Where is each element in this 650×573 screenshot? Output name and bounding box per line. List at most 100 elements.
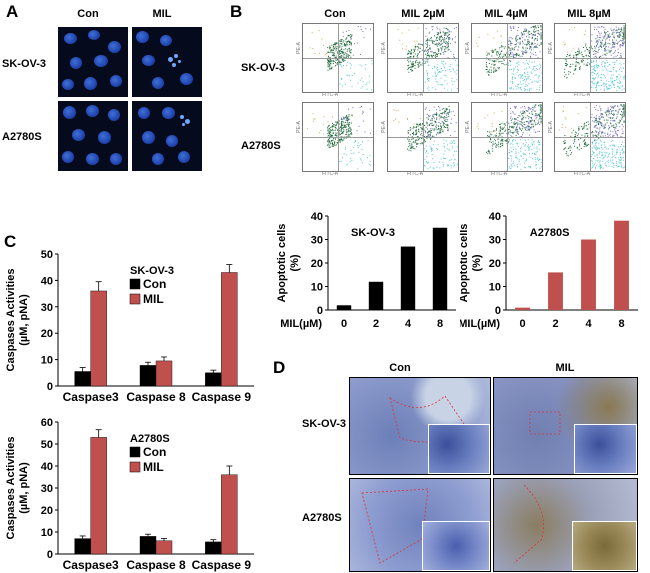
panel-a-row-a2780s: A2780S [2, 131, 42, 143]
flow-y-axis-label: PE-A [380, 42, 387, 54]
ihc-skov3-mil [493, 377, 638, 475]
apoptosis-y-label: Apoptotic cells(%) [460, 224, 483, 303]
caspase-y-tick-label: 30 [41, 302, 53, 314]
flow-y-axis-label: PE-A [295, 121, 302, 133]
panel-b-header-0: Con [324, 8, 346, 20]
panel-c-letter: C [4, 232, 17, 251]
panel-b-header-3: MIL 8µM [567, 8, 611, 20]
caspase-bar [221, 272, 238, 387]
caspase-y-tick-label: 0 [47, 549, 53, 561]
apoptosis-x-tick-label: 2 [552, 318, 558, 330]
apoptosis-bar [515, 307, 530, 310]
apoptosis-chart-title: SK-OV-3 [351, 227, 395, 239]
caspase-y-tick-label: 60 [41, 417, 53, 429]
flow-y-axis-label: PE-A [547, 121, 554, 133]
flow-x-axis-label: FITC-A [574, 171, 591, 177]
flow-x-axis-label: FITC-A [407, 92, 424, 98]
panel-d-letter: D [273, 358, 286, 377]
apoptosis-y-label-line2: (%) [289, 254, 301, 271]
panel-d-row-skov3: SK-OV-3 [302, 418, 347, 430]
micrograph-a2780s-mil [132, 101, 202, 171]
caspase-chart-title: A2780S [130, 433, 170, 445]
apoptosis-y-tick-label: 40 [311, 211, 323, 223]
apoptosis-y-tick-label: 0 [317, 305, 323, 317]
flow-y-axis-label: PE-A [464, 42, 471, 54]
panel-a-header-con: Con [77, 8, 99, 20]
caspase-bar [74, 538, 91, 555]
caspase-y-label-line1: Caspases Activities [5, 437, 17, 540]
apoptosis-bar [336, 305, 352, 310]
micrograph-skov3-mil [132, 27, 202, 97]
apoptosis-bar [432, 227, 448, 310]
caspase-legend-label: Con [143, 445, 166, 459]
apoptosis-y-label-line1: Apoptotic cells [460, 224, 470, 303]
flow-y-axis-label: PE-A [380, 121, 387, 133]
caspase-chart-title: SK-OV-3 [130, 265, 174, 277]
caspase-bar [221, 474, 238, 555]
panel-b-header-1: MIL 2µM [401, 8, 445, 20]
caspase-legend-swatch [129, 461, 141, 473]
apoptosis-bar [400, 246, 416, 310]
apoptosis-x-tick-label: 4 [585, 318, 592, 330]
apoptosis-y-tick-label: 10 [489, 282, 501, 294]
flow-plot-r0-c3 [554, 23, 626, 93]
panel-a-letter: A [6, 2, 19, 21]
caspase-legend-swatch [129, 278, 141, 290]
flow-plot-r1-c1 [387, 102, 459, 172]
flow-plot-r1-c0 [302, 102, 374, 172]
caspase-bar [90, 437, 107, 555]
micrograph-skov3-con [58, 27, 128, 97]
apoptosis-bar [368, 281, 384, 310]
panel-b-row-a2780s: A2780S [241, 140, 281, 152]
flow-plot-r1-c3 [554, 102, 626, 172]
apoptosis-bar [548, 272, 563, 310]
panel-d-row-a2780s: A2780S [302, 512, 342, 524]
caspase-x-tick-label: Caspase 9 [192, 390, 252, 404]
apoptosis-bar [614, 220, 629, 310]
caspase-y-label: Caspases Activities(µM, pNA) [5, 269, 30, 372]
caspase-x-tick-label: Caspase 8 [126, 390, 186, 404]
flow-y-axis-label: PE-A [547, 42, 554, 54]
apoptosis-y-label-line1: Apoptotic cells [276, 224, 288, 303]
apoptosis-x-label: MIL(µM) [280, 318, 322, 330]
flow-plot-r0-c1 [387, 23, 459, 93]
flow-x-axis-label: FITC-A [407, 171, 424, 177]
caspase-y-tick-label: 50 [41, 439, 53, 451]
apoptosis-y-tick-label: 20 [489, 258, 501, 270]
caspase-chart-skov3: Caspases Activities(µM, pNA) 0 10 20 30 40 50 S… [5, 249, 254, 404]
apoptosis-y-label: Apoptotic cells(%) [276, 224, 301, 303]
apoptosis-y-tick-label: 10 [311, 282, 323, 294]
caspase-y-tick-label: 40 [41, 461, 53, 473]
apoptosis-x-tick-label: 8 [618, 318, 624, 330]
micrograph-a2780s-con [58, 101, 128, 171]
caspase-x-tick-label: Caspase3 [63, 558, 119, 572]
caspase-legend-swatch [129, 446, 141, 458]
caspase-y-tick-label: 10 [41, 355, 53, 367]
apoptosis-x-tick-label: 8 [437, 318, 443, 330]
apoptosis-x-tick-label: 2 [373, 318, 379, 330]
panel-b-letter: B [230, 2, 243, 21]
caspase-bar [90, 290, 107, 387]
caspase-chart-a2780s: Caspases Activities(µM, pNA) 0 10 20 30 40 50 6… [5, 417, 254, 572]
flow-plot-r1-c2 [471, 102, 543, 172]
apoptosis-chart-title: A2780S [530, 227, 570, 239]
caspase-y-tick-label: 50 [41, 249, 53, 261]
caspase-x-tick-label: Caspase3 [63, 390, 119, 404]
ihc-a2780s-con [349, 478, 491, 572]
caspase-legend-label: MIL [143, 292, 164, 306]
apoptosis-bar [581, 239, 596, 310]
caspase-legend-swatch [129, 293, 141, 305]
caspase-x-tick-label: Caspase 9 [192, 558, 252, 572]
flow-y-axis-label: PE-A [295, 42, 302, 54]
flow-plot-r0-c2 [471, 23, 543, 93]
flow-x-axis-label: FITC-A [574, 92, 591, 98]
ihc-a2780s-mil [493, 478, 638, 572]
panel-a-row-skov3: SK-OV-3 [2, 58, 47, 70]
caspase-legend-label: Con [143, 277, 166, 291]
caspase-bar [205, 372, 222, 387]
panel-b-header-2: MIL 4µM [484, 8, 528, 20]
panel-a-header-mil: MIL [152, 8, 172, 20]
apoptosis-y-tick-label: 20 [311, 258, 323, 270]
caspase-bar [74, 371, 91, 387]
caspase-y-tick-label: 20 [41, 505, 53, 517]
